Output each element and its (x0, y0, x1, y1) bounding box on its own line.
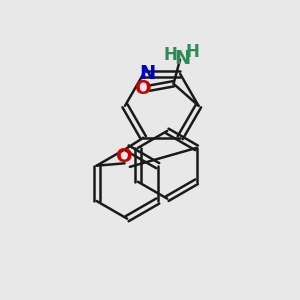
Text: N: N (140, 64, 156, 83)
Text: N: N (174, 49, 190, 68)
Text: O: O (116, 147, 133, 166)
Text: O: O (135, 79, 151, 98)
Text: H: H (185, 43, 199, 61)
Text: H: H (164, 46, 178, 64)
